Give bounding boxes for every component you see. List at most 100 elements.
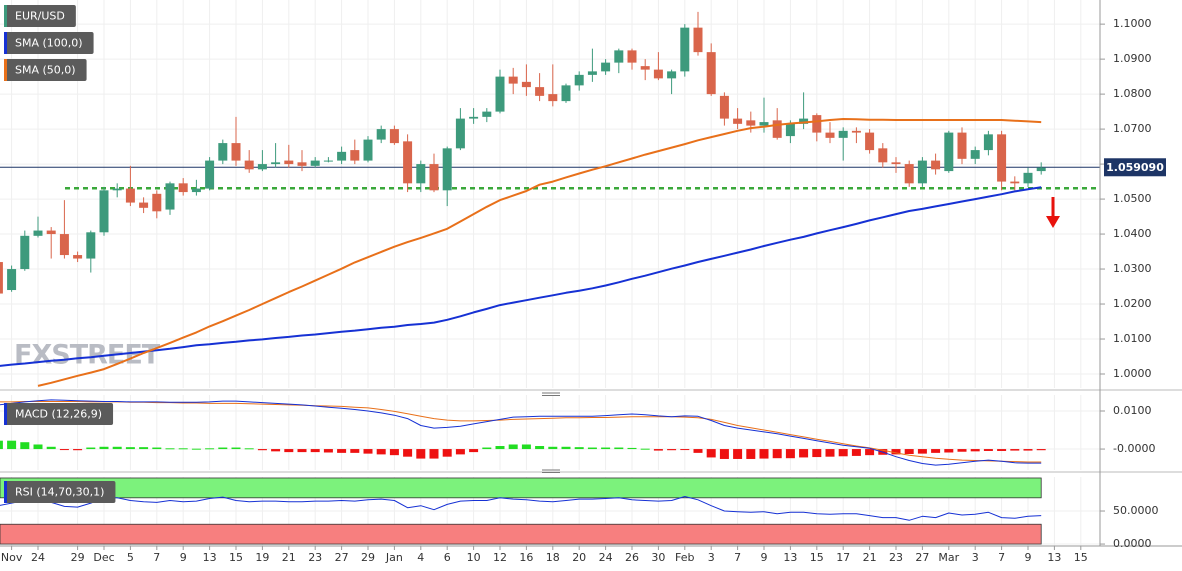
x-tick-label: 7 [153,551,160,564]
candle-body [997,134,1007,182]
macd-histogram-bar [1023,449,1033,451]
y-tick-label: 1.0400 [1113,227,1152,240]
candle-body [284,160,294,165]
candle-body [746,120,756,126]
macd-histogram-bar [495,446,505,450]
candle-body [482,111,492,117]
marks [0,11,1100,545]
candle-body [917,160,927,184]
candle-body [455,118,465,149]
candle-body [508,76,518,84]
macd-histogram-bar [218,447,228,450]
candle-body [653,69,663,79]
candle-body [20,235,30,270]
candle-body [521,81,531,88]
candle-body [389,129,399,144]
macd-histogram-bar [337,449,347,453]
x-tick-label: 27 [335,551,349,564]
macd-histogram-bar [983,449,993,451]
macd-histogram-bar [231,447,241,450]
candle-body [587,71,597,75]
candle-body [878,148,888,163]
candle-body [733,118,743,124]
candle-body [838,130,848,138]
candle-body [337,151,347,161]
x-tick-label: Mar [938,551,959,564]
x-tick-label: 3 [708,551,715,564]
macd-histogram-bar [139,447,149,450]
macd-histogram-bar [482,447,492,450]
candle-body [1036,167,1046,172]
candle-body [0,262,3,294]
legend-item[interactable]: MACD (12,26,9) [4,403,114,425]
candle-body [429,164,439,191]
candle-body [851,130,861,133]
x-tick-label: Dec [93,551,114,564]
price-label: 1.059090 [1106,161,1164,174]
macd-histogram-bar [733,449,743,459]
candle-body [376,129,386,140]
x-tick-label: 15 [229,551,243,564]
x-tick-label: 7 [998,551,1005,564]
x-tick-label: 29 [361,551,375,564]
x-tick-label: 5 [127,551,134,564]
candle-body [244,160,254,170]
macd-histogram-bar [957,449,967,452]
x-tick-label: 7 [734,551,741,564]
x-tick-label: 21 [863,551,877,564]
x-tick-label: 17 [836,551,850,564]
macd-histogram-bar [376,449,386,455]
legend-swatch [4,59,7,81]
candle-body [218,143,228,161]
candle-body [86,232,96,259]
macd-histogram-bar [59,449,69,451]
x-tick-label: 26 [625,551,639,564]
macd-histogram-bar [891,449,901,455]
macd-histogram-bar [521,444,531,450]
price-label-box [1104,158,1166,177]
candle-body [759,122,769,126]
candle-body [944,132,954,172]
macd-histogram-bar [825,449,835,457]
legend-swatch [4,5,7,27]
sma-line [0,186,1042,367]
x-tick-label: 19 [255,551,269,564]
candle-body [271,162,281,165]
x-tick-label: 23 [889,551,903,564]
candle-body [772,120,782,138]
macd-histogram-bar [20,442,30,450]
candle-body [112,188,122,191]
candle-body [812,115,822,133]
macd-histogram-bar [99,446,109,450]
legend-item[interactable]: RSI (14,70,30,1) [4,481,116,503]
macd-histogram-bar [152,447,162,450]
legend-item[interactable]: SMA (50,0) [4,59,87,81]
resize-grip[interactable] [542,469,560,473]
candle-body [125,188,135,203]
candle-body [99,190,109,233]
y-tick-label: 1.0700 [1113,122,1152,135]
macd-histogram-bar [931,449,941,453]
candle-body [231,143,241,161]
x-tick-label: 9 [761,551,768,564]
macd-histogram-bar [191,448,201,450]
candle-body [7,269,17,291]
x-tick-label: 13 [783,551,797,564]
candle-body [706,52,716,95]
macd-histogram-bar [601,447,611,450]
candle-body [46,230,56,235]
candle-body [614,50,624,63]
candle-body [865,132,875,151]
macd-histogram-bar [125,447,135,450]
macd-histogram-bar [772,449,782,459]
legend-item[interactable]: SMA (100,0) [4,32,94,54]
macd-histogram-bar [0,440,3,450]
macd-histogram-bar [310,449,320,453]
macd-histogram-bar [587,447,597,450]
resize-grip[interactable] [542,392,560,396]
legend-item[interactable]: EUR/USD [4,5,76,27]
rsi-band [0,523,1042,545]
legend-box [4,59,87,81]
candle-body [33,230,43,236]
